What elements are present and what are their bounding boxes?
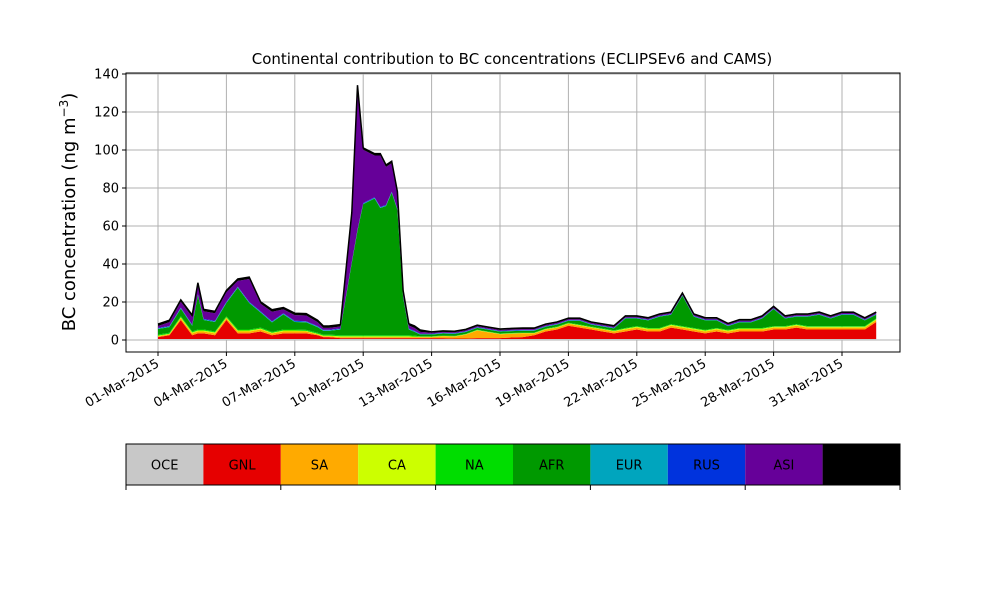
legend-swatch-ca xyxy=(358,444,436,485)
legend-swatch-na xyxy=(435,444,513,485)
y-axis-label: BC concentration (ng m−3) xyxy=(57,93,80,332)
y-axis-label-exponent: −3 xyxy=(57,100,71,118)
legend-label-rus: RUS xyxy=(693,459,720,474)
y-axis-label-suffix: ) xyxy=(59,93,80,100)
y-tick-label: 0 xyxy=(111,334,119,349)
legend-label-ca: CA xyxy=(388,459,406,474)
legend-label-afr: AFR xyxy=(539,459,564,474)
stacked-areas xyxy=(158,85,877,340)
y-tick-label: 40 xyxy=(102,258,119,273)
legend-label-na: NA xyxy=(465,459,484,474)
legend-label-gnl: GNL xyxy=(229,459,257,474)
legend-frame xyxy=(125,443,901,486)
total-outline xyxy=(157,85,877,333)
total-line xyxy=(157,85,877,333)
legend-swatch-afr xyxy=(513,444,591,485)
area-oce xyxy=(158,339,877,340)
y-axis: 0 20 40 60 80 100 120 140 xyxy=(94,68,126,349)
legend-swatch-rus xyxy=(667,444,746,485)
area-gnl xyxy=(158,320,877,340)
legend-label-eur: EUR xyxy=(616,459,643,474)
plot-frame xyxy=(125,72,901,353)
legend-label-oce: OCE xyxy=(151,459,179,474)
legend-label-sa: SA xyxy=(311,459,328,474)
legend-swatch-oce xyxy=(126,444,204,485)
legend-swatch-gnl xyxy=(203,444,281,485)
y-tick-label: 80 xyxy=(102,182,119,197)
legend-swatch-eur xyxy=(590,444,668,485)
area-afr xyxy=(158,192,877,337)
legend-swatch-aus xyxy=(822,444,900,485)
legend-swatch-sa xyxy=(280,444,359,485)
grid xyxy=(126,73,900,352)
y-tick-label: 120 xyxy=(94,106,119,121)
legend-colorbar: OCE GNL SA CA NA AFR EUR RUS ASI AUS xyxy=(125,443,901,490)
y-tick-label: 20 xyxy=(102,296,119,311)
legend-label-asi: ASI xyxy=(773,459,794,474)
legend-swatch-asi xyxy=(745,444,823,485)
area-sa xyxy=(158,318,877,339)
y-axis-label-prefix: BC concentration (ng m xyxy=(59,117,80,331)
y-tick-label: 100 xyxy=(94,144,119,159)
y-tick-label: 60 xyxy=(102,220,119,235)
legend-label-aus: AUS xyxy=(848,459,875,474)
y-tick-label: 140 xyxy=(94,68,119,83)
chart-title: Continental contribution to BC concentra… xyxy=(252,50,773,68)
